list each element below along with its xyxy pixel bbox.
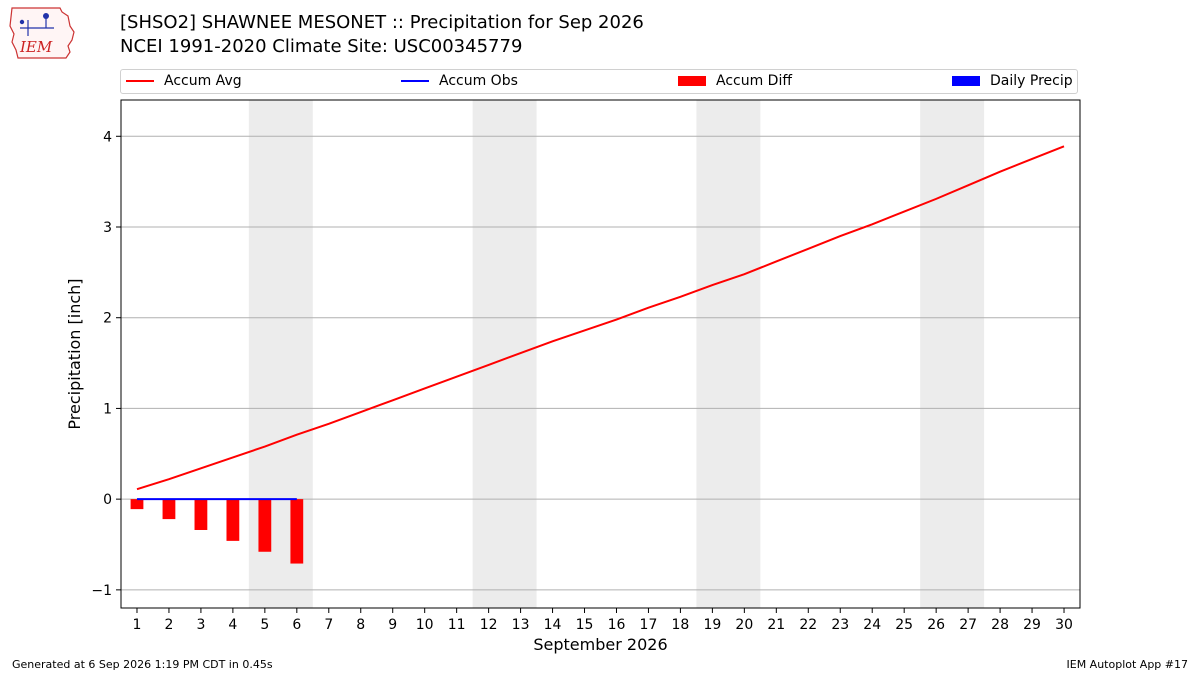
- x-tick-label: 26: [927, 617, 945, 633]
- legend: Accum Avg Accum Obs Accum Diff Daily Pre…: [120, 69, 1078, 94]
- x-tick-label: 14: [544, 617, 562, 633]
- app-credit: IEM Autoplot App #17: [1066, 658, 1189, 671]
- x-tick-label: 13: [512, 617, 530, 633]
- x-tick-label: 30: [1055, 617, 1073, 633]
- x-tick-label: 12: [480, 617, 498, 633]
- x-tick-label: 5: [260, 617, 269, 633]
- legend-item-daily-precip: Daily Precip: [952, 73, 1073, 89]
- legend-swatch-accum-obs: [401, 80, 429, 82]
- x-tick-label: 4: [228, 617, 237, 633]
- bar-accum-diff: [290, 499, 304, 564]
- x-tick-label: 25: [895, 617, 913, 633]
- y-axis-label: Precipitation [inch]: [65, 278, 84, 429]
- x-axis-label: September 2026: [533, 635, 667, 654]
- generated-timestamp: Generated at 6 Sep 2026 1:19 PM CDT in 0…: [12, 658, 273, 671]
- x-tick-label: 22: [799, 617, 817, 633]
- legend-item-accum-obs: Accum Obs: [401, 73, 518, 89]
- y-tick-label: 4: [103, 129, 112, 145]
- x-tick-label: 19: [703, 617, 721, 633]
- line-accum-avg: [136, 145, 1065, 491]
- x-tick-label: 17: [640, 617, 658, 633]
- chart-subtitle: NCEI 1991-2020 Climate Site: USC00345779: [120, 36, 523, 57]
- y-tick-label: −1: [91, 583, 112, 599]
- y-tick-label: 3: [103, 220, 112, 236]
- y-tick-label: 0: [103, 492, 112, 508]
- series-lines: [136, 145, 1065, 501]
- chart-title: [SHSO2] SHAWNEE MESONET :: Precipitation…: [120, 12, 644, 33]
- x-tick-label: 18: [672, 617, 690, 633]
- legend-label: Daily Precip: [990, 73, 1073, 89]
- logo-text: IEM: [19, 38, 53, 56]
- x-tick-label: 28: [991, 617, 1009, 633]
- iem-logo: IEM: [9, 7, 75, 59]
- legend-label: Accum Diff: [716, 73, 793, 89]
- bar-accum-diff: [258, 499, 272, 552]
- x-tick-label: 1: [133, 617, 142, 633]
- x-tick-label: 8: [356, 617, 365, 633]
- bar-accum-diff: [130, 499, 144, 510]
- x-tick-label: 15: [576, 617, 594, 633]
- x-tick-label: 23: [831, 617, 849, 633]
- x-tick-label: 24: [863, 617, 881, 633]
- x-tick-label: 21: [767, 617, 785, 633]
- x-tick-label: 10: [416, 617, 434, 633]
- x-tick-label: 9: [388, 617, 397, 633]
- legend-label: Accum Avg: [164, 73, 242, 89]
- x-tick-label: 16: [608, 617, 626, 633]
- bar-accum-diff: [194, 499, 208, 530]
- x-tick-label: 11: [448, 617, 466, 633]
- plot-frame: [120, 99, 1081, 609]
- accum-diff-bars: [130, 499, 304, 564]
- legend-swatch-daily-precip: [952, 76, 980, 86]
- weekend-band: [472, 100, 537, 608]
- y-axis: −1 0 1 2 3 4: [91, 129, 121, 599]
- legend-label: Accum Obs: [439, 73, 518, 89]
- y-tick-label: 2: [103, 311, 112, 327]
- weekend-band: [920, 100, 985, 608]
- legend-item-accum-diff: Accum Diff: [678, 73, 792, 89]
- y-tick-label: 1: [103, 401, 112, 417]
- x-tick-label: 20: [735, 617, 753, 633]
- x-tick-label: 2: [164, 617, 173, 633]
- x-axis: 1 2 3 4 5 6 7 8 9 10 11 12 13 14 15 16 17 18 19 20 21 22 23 24 2…: [133, 608, 1073, 633]
- x-tick-label: 6: [292, 617, 301, 633]
- bar-accum-diff: [162, 499, 176, 520]
- legend-item-accum-avg: Accum Avg: [126, 73, 242, 89]
- bar-accum-diff: [226, 499, 240, 541]
- legend-swatch-accum-diff: [678, 76, 706, 86]
- x-tick-label: 3: [196, 617, 205, 633]
- legend-swatch-accum-avg: [126, 80, 154, 82]
- x-tick-label: 7: [324, 617, 333, 633]
- weekend-bands: [248, 100, 985, 608]
- x-tick-label: 27: [959, 617, 977, 633]
- weekend-band: [696, 100, 761, 608]
- x-tick-label: 29: [1023, 617, 1041, 633]
